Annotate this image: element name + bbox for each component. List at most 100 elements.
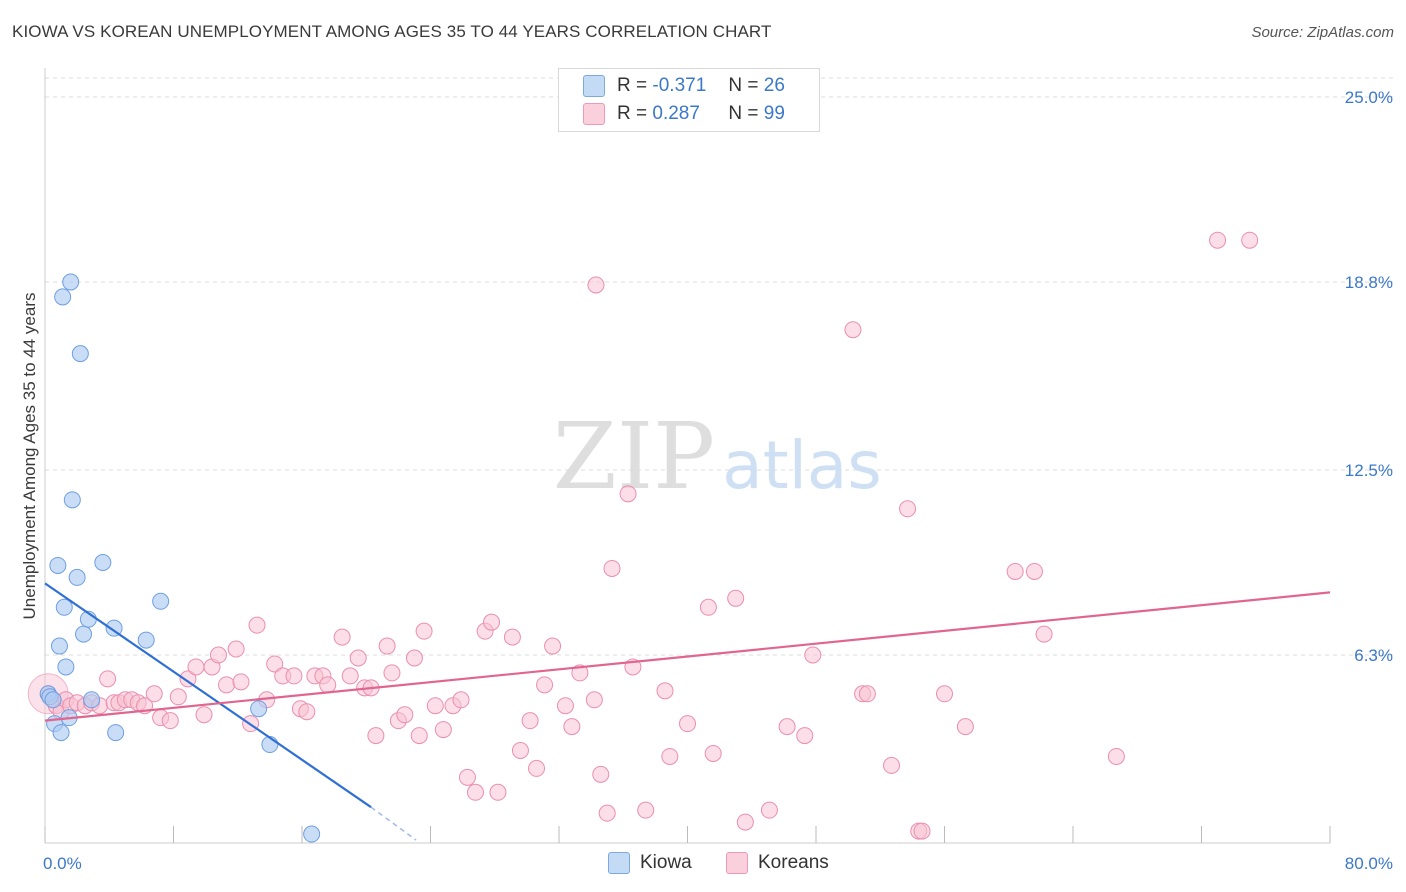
- korean-point: [699, 598, 717, 616]
- korean-point: [349, 649, 367, 667]
- korean-point: [426, 697, 444, 715]
- korean-point: [503, 628, 521, 646]
- kiowa-point: [54, 288, 72, 306]
- korean-point: [844, 321, 862, 339]
- legend-row-korean: R = 0.287 N = 99: [583, 101, 785, 127]
- korean-point: [161, 712, 179, 730]
- bottom-legend-swatch-kiowa: [608, 852, 630, 874]
- legend-n-value-kiowa: 26: [763, 75, 785, 96]
- x-tick-label: 80.0%: [1345, 854, 1393, 873]
- legend-n-value-korean: 99: [763, 103, 785, 124]
- korean-point: [195, 706, 213, 724]
- korean-point: [704, 744, 722, 762]
- korean-point: [179, 670, 197, 688]
- kiowa-point: [250, 700, 268, 718]
- korean-point: [298, 703, 316, 721]
- korean-point: [1107, 747, 1125, 765]
- kiowa-point: [303, 825, 321, 843]
- korean-trend-line: [44, 591, 1331, 722]
- kiowa-point: [107, 724, 125, 742]
- korean-point: [248, 616, 266, 634]
- korean-point: [511, 741, 529, 759]
- y-tick-label: 6.3%: [1354, 646, 1393, 665]
- korean-point: [333, 628, 351, 646]
- korean-point: [367, 727, 385, 745]
- korean-point: [434, 721, 452, 739]
- korean-point: [209, 646, 227, 664]
- korean-point: [218, 676, 236, 694]
- bottom-legend-kiowa: Kiowa: [608, 852, 692, 874]
- korean-point: [585, 691, 603, 709]
- korean-point: [563, 718, 581, 736]
- korean-point: [544, 637, 562, 655]
- legend-swatch-korean: [583, 103, 605, 125]
- korean-point: [556, 697, 574, 715]
- kiowa-point: [44, 691, 62, 709]
- korean-point: [227, 640, 245, 658]
- kiowa-point: [75, 625, 93, 643]
- y-tick-label: 25.0%: [1345, 88, 1393, 107]
- bottom-legend-label-korean: Koreans: [758, 852, 829, 873]
- kiowa-point: [94, 554, 112, 572]
- bottom-legend-korean: Koreans: [726, 852, 829, 874]
- kiowa-point: [63, 491, 81, 509]
- korean-point: [1006, 562, 1024, 580]
- kiowa-point: [50, 637, 68, 655]
- korean-point: [232, 673, 250, 691]
- korean-point: [169, 688, 187, 706]
- trend-layer: [44, 582, 1331, 841]
- korean-point: [1209, 231, 1227, 249]
- korean-point: [536, 676, 554, 694]
- legend-r-value-kiowa: -0.371: [652, 75, 707, 96]
- korean-point: [899, 500, 917, 518]
- korean-point: [285, 667, 303, 685]
- korean-point: [598, 804, 616, 822]
- korean-point: [396, 706, 414, 724]
- korean-point: [466, 783, 484, 801]
- korean-point: [319, 676, 337, 694]
- korean-point: [415, 622, 433, 640]
- korean-point: [760, 801, 778, 819]
- kiowa-point: [83, 691, 101, 709]
- kiowa-point: [55, 598, 73, 616]
- korean-point: [266, 655, 284, 673]
- korean-point: [736, 813, 754, 831]
- kiowa-point: [57, 658, 75, 676]
- korean-point: [489, 783, 507, 801]
- korean-point: [187, 658, 205, 676]
- korean-point: [528, 759, 546, 777]
- kiowa-trend-extension: [370, 806, 417, 841]
- korean-point: [603, 559, 621, 577]
- kiowa-point: [105, 619, 123, 637]
- kiowa-trend-line: [44, 582, 372, 809]
- chart-title: KIOWA VS KOREAN UNEMPLOYMENT AMONG AGES …: [12, 22, 772, 41]
- korean-point: [956, 718, 974, 736]
- korean-point: [383, 664, 401, 682]
- korean-point: [99, 670, 117, 688]
- watermark-atlas: atlas: [722, 427, 882, 504]
- watermark: ZIP atlas: [553, 403, 882, 510]
- korean-point: [483, 613, 501, 631]
- kiowa-point: [68, 568, 86, 586]
- korean-point: [637, 801, 655, 819]
- x-tick-label: 0.0%: [43, 854, 82, 873]
- kiowa-point: [52, 724, 70, 742]
- legend-r-label: R =: [617, 103, 648, 124]
- kiowa-point: [71, 345, 89, 363]
- legend-r-value-korean: 0.287: [652, 103, 700, 124]
- korean-point: [378, 637, 396, 655]
- grid-layer: [45, 77, 1395, 656]
- korean-point: [1025, 562, 1043, 580]
- kiowa-point: [49, 556, 67, 574]
- korean-point: [592, 765, 610, 783]
- korean-point: [410, 727, 428, 745]
- y-tick-label: 18.8%: [1345, 273, 1393, 292]
- y-tick-label: 12.5%: [1345, 461, 1393, 480]
- korean-point: [341, 667, 359, 685]
- y-axis-label: Unemployment Among Ages 35 to 44 years: [20, 292, 39, 620]
- korean-point: [804, 646, 822, 664]
- korean-point: [145, 685, 163, 703]
- korean-point: [796, 727, 814, 745]
- bottom-legend-swatch-korean: [726, 852, 748, 874]
